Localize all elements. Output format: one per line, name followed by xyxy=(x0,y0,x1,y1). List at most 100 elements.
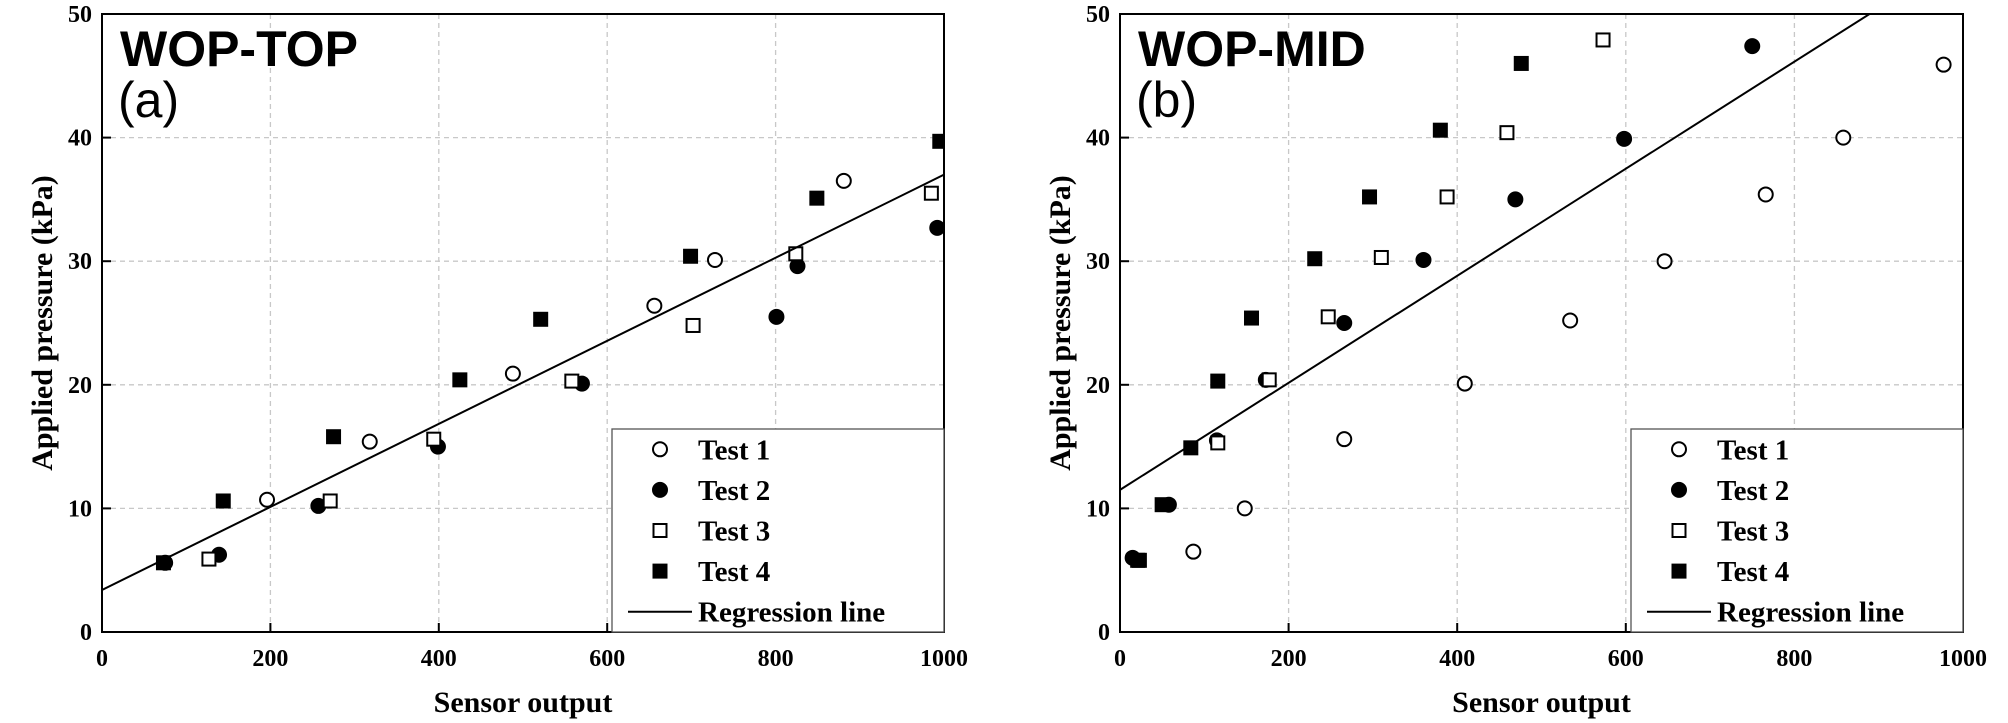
point xyxy=(1307,251,1323,267)
point xyxy=(1154,497,1170,513)
legend-marker xyxy=(1671,523,1687,538)
y-tick-label: 30 xyxy=(1086,249,1110,275)
plot xyxy=(102,133,944,591)
point xyxy=(1336,315,1353,331)
point xyxy=(1744,38,1761,55)
legend-marker xyxy=(652,481,668,498)
regression-line xyxy=(102,173,944,591)
legend-label: Test 3 xyxy=(698,516,770,548)
point xyxy=(1432,122,1448,138)
point xyxy=(1595,32,1611,48)
point xyxy=(1456,375,1473,392)
point xyxy=(1236,500,1253,517)
legend-label: Test 1 xyxy=(698,434,770,466)
legend-marker xyxy=(652,441,668,458)
point xyxy=(564,373,580,389)
y-tick-label: 50 xyxy=(68,2,92,28)
point xyxy=(646,297,663,314)
point xyxy=(1244,310,1260,326)
legend-label: Test 2 xyxy=(1717,475,1789,507)
point xyxy=(1835,129,1852,146)
point xyxy=(215,493,231,509)
legend-label: Regression line xyxy=(1717,597,1904,629)
x-tick-label: 600 xyxy=(1608,646,1644,672)
legend-marker xyxy=(1671,481,1687,498)
y-axis-label: Applied pressure (kPa) xyxy=(26,175,59,471)
point xyxy=(1415,251,1432,268)
point xyxy=(452,372,468,388)
x-tick-label: 0 xyxy=(96,646,108,672)
legend-label: Regression line xyxy=(698,597,885,629)
legend-label: Test 1 xyxy=(1717,434,1789,466)
legend-marker xyxy=(652,563,668,579)
y-tick-label: 20 xyxy=(1086,373,1110,399)
point xyxy=(1513,55,1529,71)
legend-label: Test 4 xyxy=(1717,556,1789,588)
plot-frame xyxy=(101,13,945,633)
point xyxy=(361,433,378,450)
x-axis-label: Sensor output xyxy=(1452,686,1631,719)
y-tick-label: 50 xyxy=(1086,2,1110,28)
point xyxy=(1336,431,1353,448)
x-tick-label: 200 xyxy=(252,646,288,672)
y-tick-label: 10 xyxy=(68,496,92,522)
x-tick-label: 400 xyxy=(421,646,457,672)
point xyxy=(809,190,825,206)
chart-subtitle: (b) xyxy=(1136,72,1197,128)
legend: Test 1 Test 2 Test 3 Test 4 Regression line xyxy=(611,428,945,633)
legend-marker xyxy=(652,523,668,538)
legend-label: Test 4 xyxy=(698,556,770,588)
point xyxy=(706,251,723,268)
point xyxy=(923,185,939,201)
plot-frame xyxy=(1119,13,1964,633)
x-tick-label: 400 xyxy=(1439,646,1475,672)
chart-title: WOP-MID xyxy=(1138,21,1366,77)
y-tick-label: 10 xyxy=(1086,496,1110,522)
y-tick-label: 20 xyxy=(68,373,92,399)
chart-title: WOP-TOP xyxy=(120,21,358,77)
point xyxy=(1439,189,1455,205)
point xyxy=(1362,189,1378,205)
point xyxy=(1210,373,1226,389)
point xyxy=(1185,543,1202,560)
point xyxy=(685,317,701,333)
point xyxy=(1757,186,1774,203)
legend-label: Test 3 xyxy=(1717,516,1789,548)
chart-subtitle: (a) xyxy=(118,72,179,128)
point xyxy=(326,429,342,445)
point xyxy=(683,248,699,264)
point xyxy=(1261,372,1277,388)
point xyxy=(768,308,785,325)
point xyxy=(835,172,852,189)
y-axis-label: Applied pressure (kPa) xyxy=(1044,175,1077,471)
x-tick-label: 0 xyxy=(1114,646,1126,672)
y-tick-label: 40 xyxy=(1086,126,1110,152)
legend-marker xyxy=(1671,441,1687,458)
point xyxy=(504,365,521,382)
x-tick-label: 800 xyxy=(758,646,794,672)
point xyxy=(1656,253,1673,270)
point xyxy=(1616,130,1633,147)
point xyxy=(932,133,944,149)
x-tick-label: 1000 xyxy=(1939,646,1987,672)
point xyxy=(1507,191,1524,208)
y-tick-label: 30 xyxy=(68,249,92,275)
point xyxy=(533,311,549,327)
point xyxy=(426,431,442,447)
y-tick-label: 0 xyxy=(80,620,92,646)
point xyxy=(259,491,276,508)
plot xyxy=(1120,14,1952,568)
regression-line xyxy=(1120,14,1872,491)
legend-marker xyxy=(1671,563,1687,579)
x-axis-label: Sensor output xyxy=(434,686,613,719)
y-tick-label: 40 xyxy=(68,126,92,152)
point xyxy=(1562,312,1579,329)
point xyxy=(201,551,217,567)
point xyxy=(1499,125,1515,141)
legend-label: Test 2 xyxy=(698,475,770,507)
point xyxy=(1130,552,1146,568)
point xyxy=(1373,249,1389,265)
point xyxy=(322,493,338,509)
